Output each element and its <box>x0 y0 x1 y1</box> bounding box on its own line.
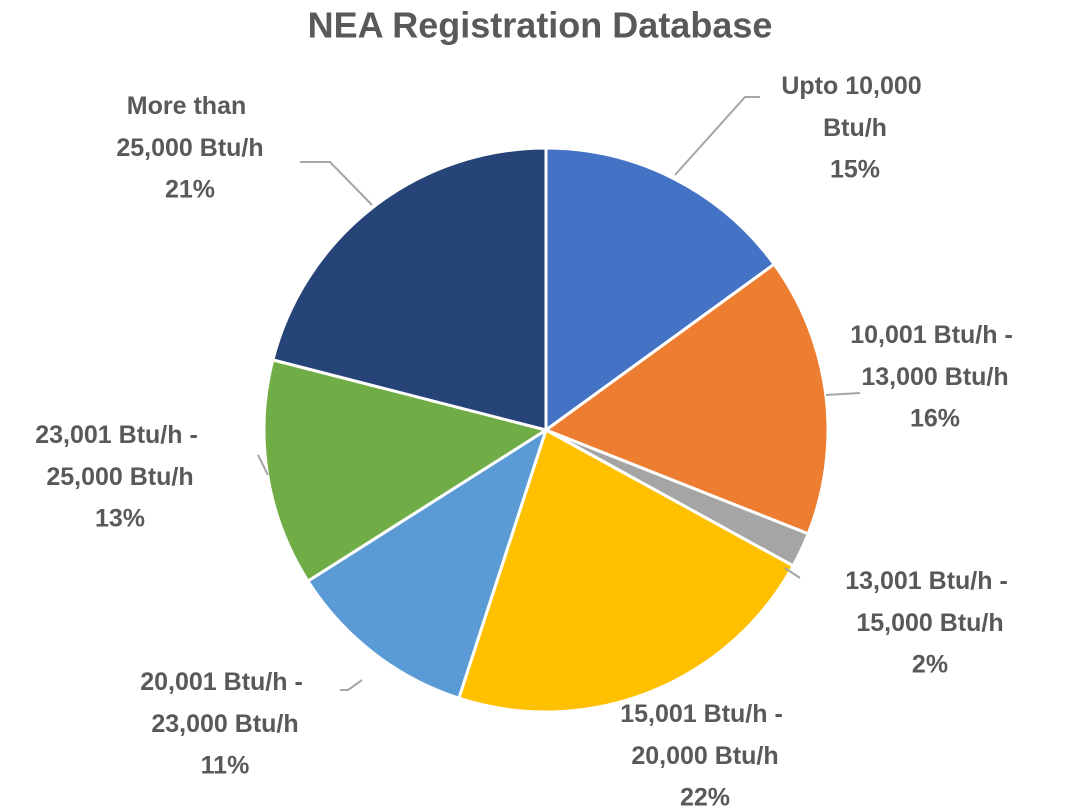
pie-slice <box>542 262 830 536</box>
value-label: 16% <box>910 405 960 433</box>
chart-title: NEA Registration Database <box>308 5 773 46</box>
label-line: More than <box>127 92 253 120</box>
label-line: 15,001 Btu/h - <box>620 700 790 728</box>
slice-label: 20,001 Btu/h - 23,000 Btu/h <box>140 668 310 738</box>
label-line: 25,000 Btu/h <box>46 463 193 491</box>
pie-slice <box>271 146 548 432</box>
slice-label: Upto 10,000 Btu/h <box>781 72 928 142</box>
slice-label: 10,001 Btu/h - 13,000 Btu/h <box>850 321 1020 391</box>
slice-label: 13,001 Btu/h - 15,000 Btu/h <box>845 567 1015 637</box>
label-line: 13,000 Btu/h <box>861 363 1008 391</box>
value-label: 13% <box>95 505 145 533</box>
pie-slice <box>305 426 549 701</box>
label-line: 10,001 Btu/h - <box>850 321 1020 349</box>
slice-label: More than 25,000 Btu/h <box>116 92 263 162</box>
label-line: 15,000 Btu/h <box>856 609 1003 637</box>
label-line: Upto 10,000 <box>781 72 928 100</box>
label-line: 13,001 Btu/h - <box>845 567 1015 595</box>
label-line: 23,001 Btu/h - <box>35 421 205 449</box>
label-line: 20,000 Btu/h <box>631 742 778 770</box>
leader-line <box>674 96 760 176</box>
value-label: 22% <box>680 784 730 812</box>
value-label: 15% <box>830 156 880 184</box>
value-label: 11% <box>201 752 250 780</box>
label-line: Btu/h <box>823 114 887 142</box>
leader-line <box>300 161 373 206</box>
value-label: 21% <box>165 176 215 204</box>
leader-line <box>784 567 801 579</box>
pie-slice <box>456 427 796 714</box>
leader-line <box>257 454 269 476</box>
label-line: 25,000 Btu/h <box>116 134 263 162</box>
label-line: 20,001 Btu/h - <box>140 668 310 696</box>
label-line: 23,000 Btu/h <box>151 710 298 738</box>
slice-label: 23,001 Btu/h - 25,000 Btu/h <box>35 421 205 491</box>
slice-label: 15,001 Btu/h - 20,000 Btu/h <box>620 700 790 770</box>
leader-line <box>340 679 363 691</box>
leader-line <box>825 392 861 396</box>
pie-slice <box>544 146 777 433</box>
value-label: 2% <box>912 651 948 679</box>
